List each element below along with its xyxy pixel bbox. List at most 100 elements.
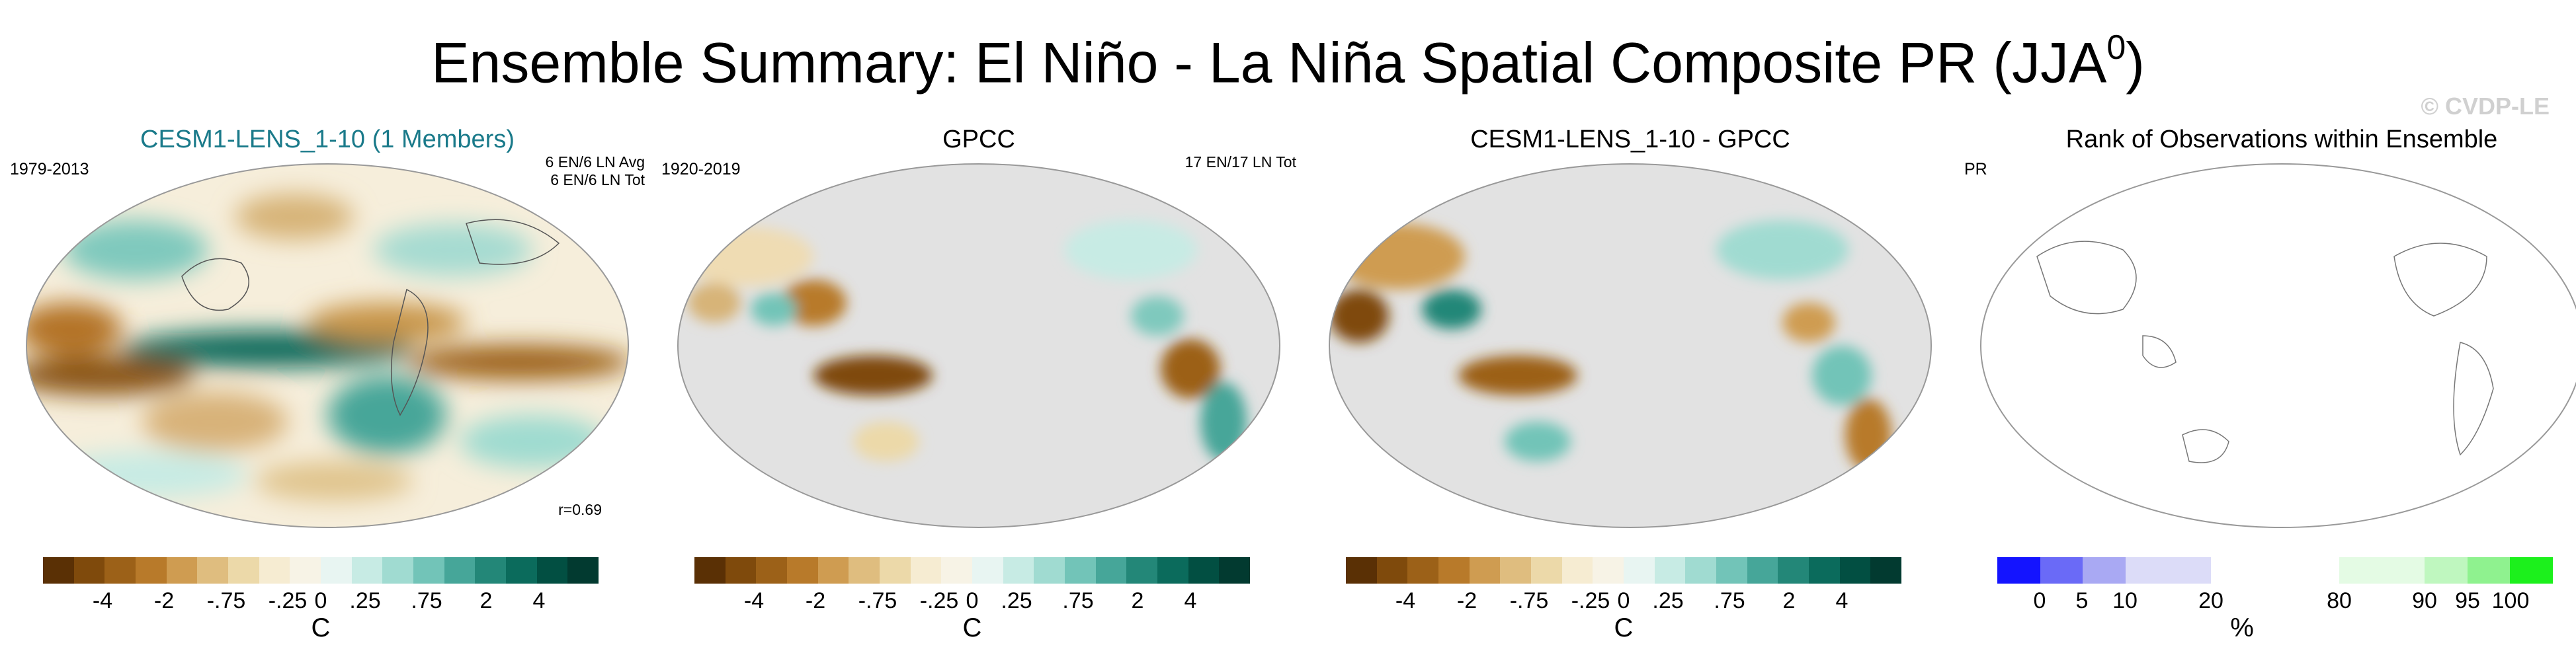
colorbar-unit: C bbox=[962, 613, 982, 642]
panel-title: GPCC bbox=[942, 126, 1015, 153]
colorbar-segment bbox=[1747, 557, 1778, 584]
colorbar-segment bbox=[1623, 557, 1655, 584]
colorbar-segment bbox=[2467, 557, 2511, 584]
colorbar-tick: -.75 bbox=[1509, 588, 1549, 613]
colorbar-tick: .25 bbox=[349, 588, 381, 613]
colorbar-segment bbox=[166, 557, 198, 584]
colorbar-tick: -.75 bbox=[858, 588, 897, 613]
map-model bbox=[26, 163, 629, 528]
colorbar-segment bbox=[1685, 557, 1716, 584]
colorbar-segment bbox=[694, 557, 726, 584]
colorbar-tick: 4 bbox=[1184, 588, 1197, 613]
panel-title: Rank of Observations within Ensemble bbox=[2065, 126, 2498, 153]
colorbar-segment bbox=[2125, 557, 2169, 584]
colorbar-segment bbox=[1561, 557, 1593, 584]
map-rank bbox=[1980, 163, 2576, 528]
colorbar-segment bbox=[1870, 557, 1901, 584]
colorbar-tick: 20 bbox=[2198, 588, 2223, 613]
colorbar-segment bbox=[1034, 557, 1065, 584]
colorbar-segment bbox=[505, 557, 537, 584]
colorbar-segment bbox=[73, 557, 105, 584]
colorbar-segment bbox=[1808, 557, 1840, 584]
colorbar-segment bbox=[290, 557, 321, 584]
colorbar-tick: -2 bbox=[805, 588, 826, 613]
colorbar-segment bbox=[1157, 557, 1188, 584]
colorbar-segment bbox=[817, 557, 849, 584]
colorbar-segment bbox=[2339, 557, 2382, 584]
colorbar-segment bbox=[941, 557, 972, 584]
colorbar-unit: % bbox=[2230, 613, 2254, 642]
map-gpcc bbox=[677, 163, 1280, 528]
colorbar-segment bbox=[135, 557, 167, 584]
colorbar-segment bbox=[1376, 557, 1408, 584]
composite-count-label: 17 EN/17 LN Tot bbox=[1184, 153, 1296, 171]
period-label: 1979-2013 bbox=[10, 160, 89, 178]
colorbar-segment bbox=[1593, 557, 1624, 584]
colorbar-segment bbox=[1716, 557, 1747, 584]
variable-label: PR bbox=[1964, 160, 1987, 178]
colorbar-segment bbox=[444, 557, 476, 584]
colorbar bbox=[1346, 557, 1901, 584]
colorbar-tick: 2 bbox=[1131, 588, 1144, 613]
colorbar-tick: 95 bbox=[2455, 588, 2480, 613]
colorbar-segment bbox=[849, 557, 880, 584]
colorbar bbox=[1997, 557, 2553, 584]
colorbar-segment bbox=[1095, 557, 1127, 584]
colorbar-segment bbox=[910, 557, 942, 584]
colorbar-tick: 4 bbox=[1835, 588, 1849, 613]
colorbar-tick: 0 bbox=[1617, 588, 1630, 613]
colorbar-tick: 0 bbox=[2033, 588, 2046, 613]
colorbar-tick: 2 bbox=[479, 588, 493, 613]
colorbar-segment bbox=[786, 557, 818, 584]
colorbar-tick: 4 bbox=[532, 588, 546, 613]
colorbar-segment bbox=[2425, 557, 2468, 584]
colorbar-tick: 0 bbox=[966, 588, 979, 613]
colorbar-tick: .75 bbox=[1714, 588, 1745, 613]
colorbar-tick: -2 bbox=[153, 588, 175, 613]
colorbar-tick: -.25 bbox=[1571, 588, 1610, 613]
panel-title: CESM1-LENS_1-10 (1 Members) bbox=[140, 126, 515, 153]
colorbar-segment bbox=[536, 557, 568, 584]
map-difference bbox=[1329, 163, 1932, 528]
colorbar-segment bbox=[1997, 557, 2040, 584]
colorbar-segment bbox=[2296, 557, 2339, 584]
title-superscript: 0 bbox=[2106, 28, 2126, 67]
panel-model-composite: CESM1-LENS_1-10 (1 Members) 1979-2013 6 … bbox=[10, 126, 645, 642]
colorbar-segment bbox=[197, 557, 228, 584]
colorbar-segment bbox=[43, 557, 74, 584]
colorbar-tick: -.25 bbox=[268, 588, 308, 613]
colorbar-segment bbox=[1064, 557, 1096, 584]
colorbar-tick: -4 bbox=[1395, 588, 1416, 613]
colorbar-segment bbox=[382, 557, 413, 584]
colorbar-segment bbox=[2211, 557, 2254, 584]
colorbar-segment bbox=[1469, 557, 1501, 584]
colorbar-tick: 5 bbox=[2075, 588, 2089, 613]
colorbar-segment bbox=[320, 557, 352, 584]
colorbar-tick: .75 bbox=[411, 588, 442, 613]
colorbar-tick: .75 bbox=[1062, 588, 1094, 613]
colorbar-segment bbox=[1500, 557, 1531, 584]
colorbar-tick: .25 bbox=[1001, 588, 1032, 613]
colorbar-segment bbox=[1778, 557, 1809, 584]
colorbar-segment bbox=[1003, 557, 1034, 584]
colorbar bbox=[43, 557, 599, 584]
colorbar-segment bbox=[972, 557, 1003, 584]
colorbar-segment bbox=[1654, 557, 1686, 584]
colorbar-segment bbox=[228, 557, 259, 584]
colorbar-tick: 0 bbox=[314, 588, 327, 613]
colorbar-segment bbox=[2382, 557, 2425, 584]
colorbar-segment bbox=[1407, 557, 1438, 584]
colorbar-segment bbox=[2253, 557, 2297, 584]
colorbar-tick: 100 bbox=[2491, 588, 2530, 613]
page-title: Ensemble Summary: El Niño - La Niña Spat… bbox=[431, 28, 2145, 95]
colorbar-segment bbox=[475, 557, 506, 584]
panel-rank: Rank of Observations within Ensemble PR … bbox=[1964, 126, 2576, 642]
colorbar-segment bbox=[725, 557, 757, 584]
colorbar-tick: -4 bbox=[92, 588, 113, 613]
colorbar-tick: -2 bbox=[1456, 588, 1477, 613]
colorbar-segment bbox=[1839, 557, 1871, 584]
colorbar-segment bbox=[1126, 557, 1157, 584]
panel-gpcc: GPCC 1920-2019 17 EN/17 LN Tot bbox=[661, 126, 1296, 642]
colorbar-tick: 10 bbox=[2112, 588, 2138, 613]
colorbar-segment bbox=[567, 557, 599, 584]
